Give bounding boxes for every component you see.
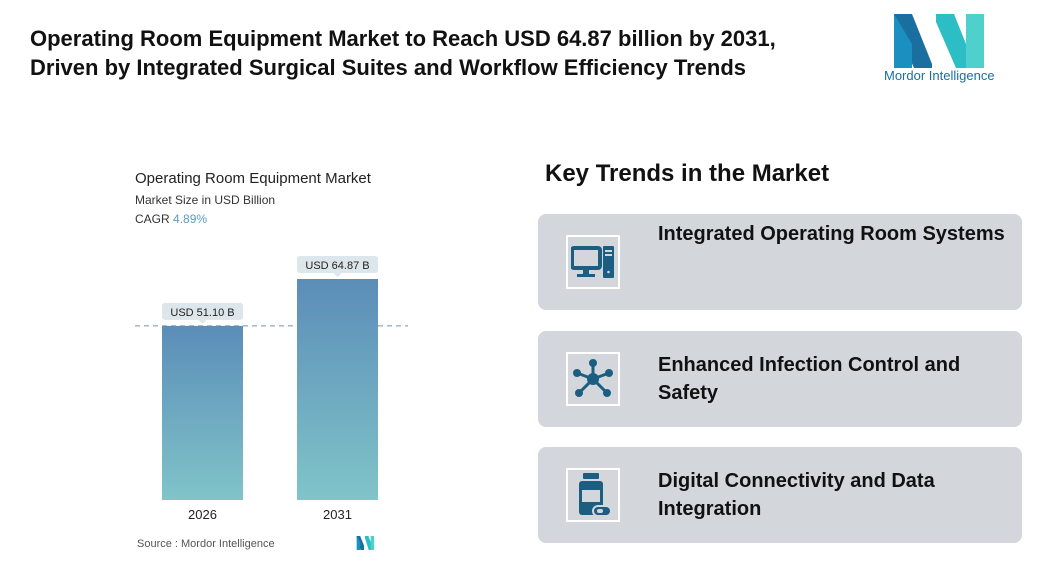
bar-2031: [297, 279, 378, 500]
logo-text: Mordor Intelligence: [884, 68, 995, 83]
trend-card-3: Digital Connectivity and Data Integratio…: [538, 447, 1022, 543]
cagr-value: 4.89%: [173, 212, 208, 226]
bar-chart: USD 51.10 B 2026 USD 64.87 B 2031: [135, 256, 408, 522]
x-tick-label: 2031: [323, 507, 352, 522]
data-label-pointer: [198, 319, 207, 324]
computer-icon: [566, 235, 620, 289]
data-label-box: [297, 256, 378, 273]
chart-title: Operating Room Equipment Market: [135, 170, 371, 187]
data-label: USD 64.87 B: [305, 260, 369, 272]
data-label-pointer: [333, 273, 342, 277]
chart-subtitle: Market Size in USD Billion: [135, 193, 276, 207]
trend-label: Integrated Operating Room Systems: [658, 223, 1005, 245]
network-icon: [566, 352, 620, 406]
medicine-bottle-icon: [566, 468, 620, 522]
bar-2026: [162, 325, 243, 500]
trend-label: Digital Connectivity and Data Integratio…: [658, 470, 935, 520]
trend-card-2: Enhanced Infection Control and Safety: [538, 331, 1022, 427]
source-note: Source : Mordor Intelligence: [137, 538, 275, 550]
cagr: CAGR 4.89%: [135, 212, 207, 226]
trend-card-1: Integrated Operating Room Systems: [538, 214, 1022, 310]
cagr-label: CAGR: [135, 212, 170, 226]
data-label-box: [162, 302, 243, 320]
mordor-logo: [894, 14, 984, 68]
source-logo-icon: [356, 536, 375, 550]
page-title: Operating Room Equipment Market to Reach…: [30, 26, 776, 80]
trend-label: Enhanced Infection Control and Safety: [658, 354, 961, 404]
x-tick-label: 2026: [188, 507, 217, 522]
key-trends-title: Key Trends in the Market: [545, 160, 830, 187]
data-label: USD 51.10 B: [170, 307, 234, 319]
